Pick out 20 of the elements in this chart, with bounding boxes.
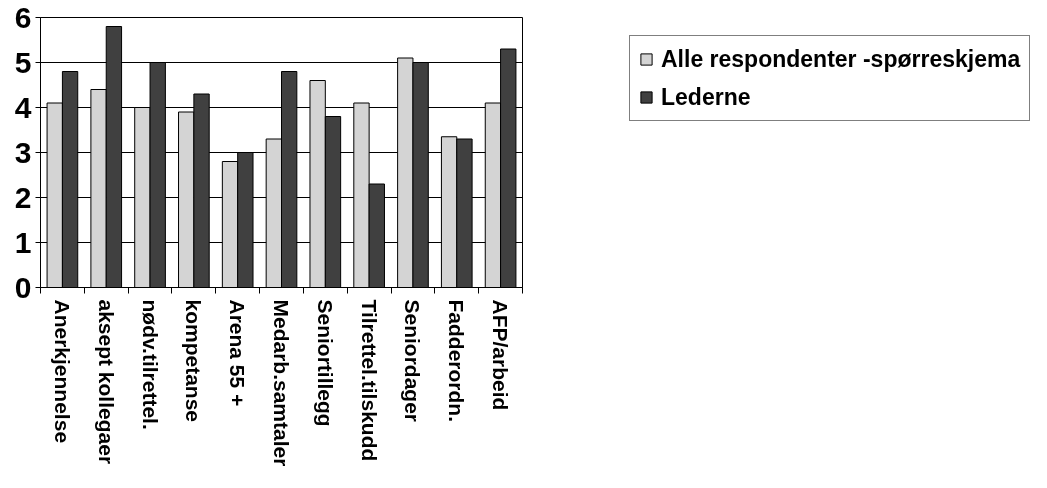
x-tick-label: Arena 55 + bbox=[226, 299, 250, 407]
y-tick-label: 1 bbox=[14, 225, 32, 259]
x-tick-label: Medarb.samtaler bbox=[270, 299, 293, 467]
x-tick-label: Seniordager bbox=[401, 299, 425, 423]
x-tick-label: aksept kollegaer bbox=[94, 299, 118, 465]
x-tick-label: Tilrettel.tilskudd bbox=[357, 299, 381, 462]
x-tick-label: nødv.tilrettel. bbox=[138, 299, 162, 430]
y-tick-label: 5 bbox=[14, 45, 32, 79]
y-tick-label: 3 bbox=[14, 135, 32, 169]
y-tick-label: 6 bbox=[14, 0, 32, 34]
x-tick-label: Anerkjennelse bbox=[50, 299, 74, 444]
x-tick-label: Seniortillegg bbox=[313, 299, 337, 427]
x-tick-label: kompetanse bbox=[182, 299, 206, 423]
y-tick-label: 0 bbox=[14, 270, 32, 304]
y-tick-label: 4 bbox=[14, 90, 32, 124]
x-tick-label: Fadderordn. bbox=[445, 299, 469, 423]
legend-label: Alle respondenter -spørreskjema bbox=[661, 45, 1021, 73]
y-tick-label: 2 bbox=[14, 180, 32, 214]
x-tick-label: AFP/arbeid bbox=[489, 299, 513, 411]
legend-label: Lederne bbox=[661, 83, 751, 111]
